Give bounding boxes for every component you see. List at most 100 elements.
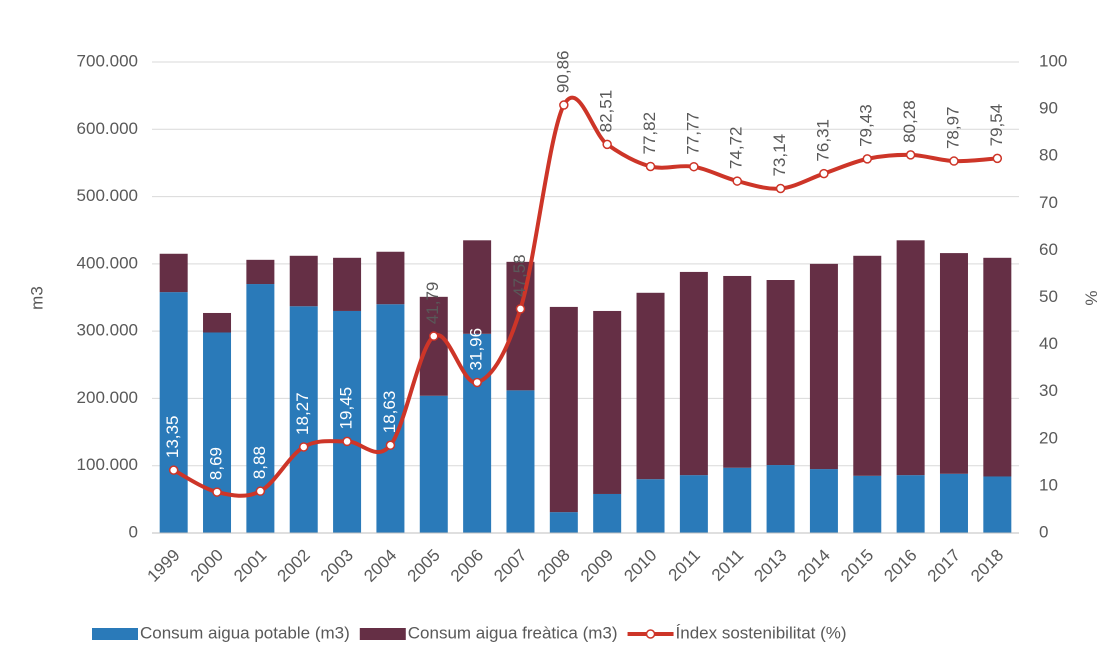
bar-segment — [333, 310, 362, 533]
x-tick-label: 2010 — [620, 546, 660, 586]
y2-tick-label: 90 — [1039, 99, 1058, 118]
legend-label: Consum aigua potable (m3) — [140, 623, 350, 642]
x-tick-label: 2002 — [274, 546, 314, 586]
x-tick-label: 2014 — [794, 546, 834, 586]
line-marker — [559, 100, 569, 110]
line-marker — [255, 486, 266, 496]
y-tick-label: 0 — [129, 522, 138, 541]
x-tick-label: 2008 — [534, 546, 574, 586]
data-label: 18,63 — [380, 391, 399, 434]
line-marker — [689, 161, 699, 172]
bar-segment — [419, 296, 448, 396]
y2-tick-label: 50 — [1039, 287, 1058, 306]
line-marker — [385, 440, 396, 451]
bar-segment — [679, 271, 708, 476]
bar-segment — [549, 306, 578, 513]
line-marker — [992, 153, 1003, 164]
bar-segment — [679, 475, 708, 533]
bar-segment — [896, 475, 925, 533]
line-marker — [732, 176, 742, 186]
bar-segment — [333, 257, 362, 311]
bar-segment — [549, 512, 578, 533]
bar-segment — [419, 395, 448, 533]
x-tick-label: 2005 — [404, 546, 444, 586]
bar-segment — [376, 304, 405, 533]
legend-label: Índex sostenibilitat (%) — [676, 623, 847, 642]
y-tick-label: 300.000 — [77, 321, 138, 340]
data-label: 76,31 — [813, 119, 832, 162]
bar-segment — [853, 255, 882, 476]
line-marker — [168, 465, 179, 475]
x-tick-label: 2001 — [230, 546, 270, 586]
bar-segment — [939, 473, 968, 533]
y2-tick-label: 30 — [1039, 381, 1058, 400]
bar-segment — [376, 251, 405, 305]
bar-segment — [636, 479, 665, 533]
bar-segment — [853, 475, 882, 533]
data-label: 31,96 — [467, 328, 486, 371]
y2-tick-label: 80 — [1039, 146, 1058, 165]
x-tick-label: 2007 — [490, 546, 530, 586]
data-label: 47,58 — [510, 254, 529, 297]
y2-tick-label: 0 — [1039, 522, 1048, 541]
bar-segment — [203, 332, 232, 533]
data-label: 19,45 — [337, 387, 356, 430]
x-tick-label: 2011 — [665, 546, 704, 585]
x-tick-label: 2016 — [880, 546, 920, 586]
y-tick-label: 200.000 — [77, 388, 138, 407]
data-label: 73,14 — [770, 134, 789, 177]
line-marker — [515, 304, 526, 314]
bar-segment — [809, 469, 838, 533]
data-label: 74,72 — [727, 127, 746, 170]
data-label: 78,97 — [943, 107, 962, 150]
bar-segment — [766, 280, 795, 466]
y2-tick-label: 100 — [1039, 51, 1067, 70]
line-marker — [862, 154, 873, 164]
x-tick-label: 2017 — [924, 546, 964, 586]
line-marker — [342, 436, 352, 447]
y2-tick-label: 10 — [1039, 475, 1058, 494]
bar-segment — [246, 259, 275, 285]
bar-segment — [289, 255, 318, 307]
data-label: 77,77 — [683, 112, 702, 155]
bar-segment — [723, 275, 752, 468]
data-label: 41,79 — [423, 282, 442, 325]
line-marker — [775, 183, 786, 194]
legend-swatch — [645, 629, 656, 639]
x-tick-label: 2003 — [317, 546, 357, 586]
bar-segment — [983, 476, 1012, 533]
bar-segment — [593, 493, 622, 533]
x-tick-label: 2004 — [360, 546, 400, 586]
data-label: 13,35 — [163, 416, 182, 459]
x-tick-label: 2006 — [447, 546, 487, 586]
legend-swatch — [359, 628, 406, 640]
x-tick-label: 2009 — [577, 546, 617, 586]
bar-segment — [723, 467, 752, 533]
bar-segment — [809, 263, 838, 470]
y2-tick-label: 40 — [1039, 334, 1058, 353]
data-label: 79,43 — [857, 104, 876, 147]
y2-tick-label: 20 — [1039, 428, 1058, 447]
bar-segment — [159, 253, 188, 293]
y-tick-label: 600.000 — [77, 119, 138, 138]
data-label: 80,28 — [900, 100, 919, 143]
line-marker — [602, 139, 612, 150]
x-tick-label: 2018 — [967, 546, 1007, 586]
y-tick-label: 500.000 — [77, 186, 138, 205]
bar-segment — [463, 333, 492, 533]
line-marker — [298, 442, 309, 452]
bar-segment — [463, 240, 492, 334]
line-marker — [472, 377, 482, 388]
x-tick-label: 2013 — [750, 546, 790, 586]
legend-label: Consum aigua freàtica (m3) — [408, 623, 618, 642]
bar-segment — [636, 292, 665, 480]
bar-segment — [896, 240, 925, 476]
y-tick-label: 100.000 — [77, 455, 138, 474]
x-tick-label: 2000 — [187, 546, 227, 586]
data-label: 79,54 — [987, 104, 1006, 147]
line-marker — [905, 150, 916, 160]
line-marker — [645, 161, 656, 172]
bar-segment — [289, 306, 318, 533]
bar-segment — [506, 261, 535, 391]
